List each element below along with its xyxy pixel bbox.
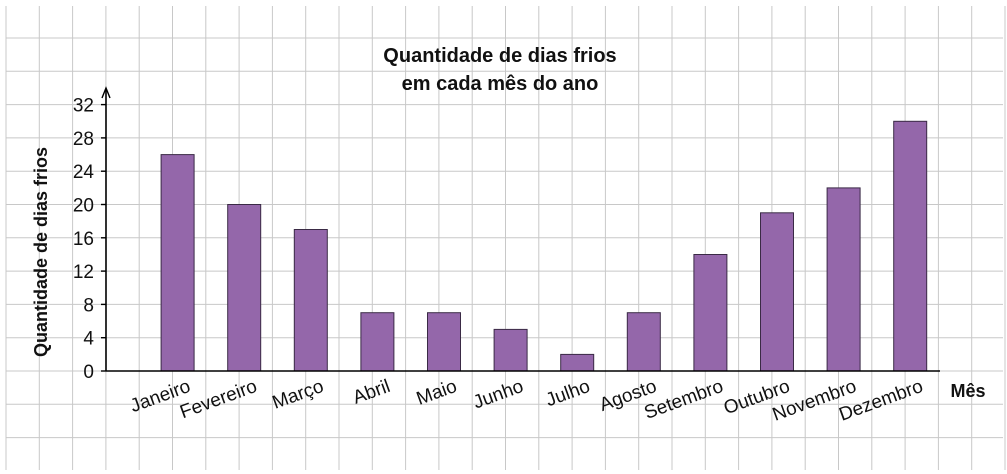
y-tick-label: 12 [73,262,94,283]
chart-title-line-2: em cada mês do ano [402,73,599,95]
y-tick-label: 32 [73,96,94,117]
bars-group [160,120,928,372]
y-tick-label: 20 [73,196,94,217]
x-tick-label: Fevereiro [177,376,260,423]
y-axis-label: Quantidade de dias frios [31,147,51,357]
y-tick-label: 24 [73,162,95,183]
bar-outubro [760,212,794,372]
bar-dezembro [893,120,928,372]
bar-novembro [826,187,861,372]
y-tick-label: 8 [83,295,94,316]
x-tick-label: Julho [543,376,593,411]
bar-julho [560,353,595,372]
axes [101,86,940,372]
x-axis-label: Mês [950,381,985,401]
bar-janeiro [160,154,195,372]
x-tick-label: Abril [350,376,393,409]
bar-maio [427,312,461,372]
bar-setembro [693,254,728,372]
bar-abril [360,312,395,372]
y-tick-label: 4 [83,329,94,350]
x-tick-label: Março [270,376,327,414]
y-axis-arrow [101,86,111,99]
bar-março [293,229,328,372]
y-tick-label: 28 [73,129,94,150]
bar-fevereiro [227,204,262,372]
bar-junho [493,328,528,372]
y-tick-label: 0 [83,362,94,383]
y-tick-label: 16 [73,229,94,250]
y-tick-labels: 0 4 8 12 16 20 24 28 32 [73,96,95,383]
x-tick-label: Junho [470,376,526,413]
bar-agosto [626,312,661,372]
chart-title-line-1: Quantidade de dias frios [383,45,616,67]
